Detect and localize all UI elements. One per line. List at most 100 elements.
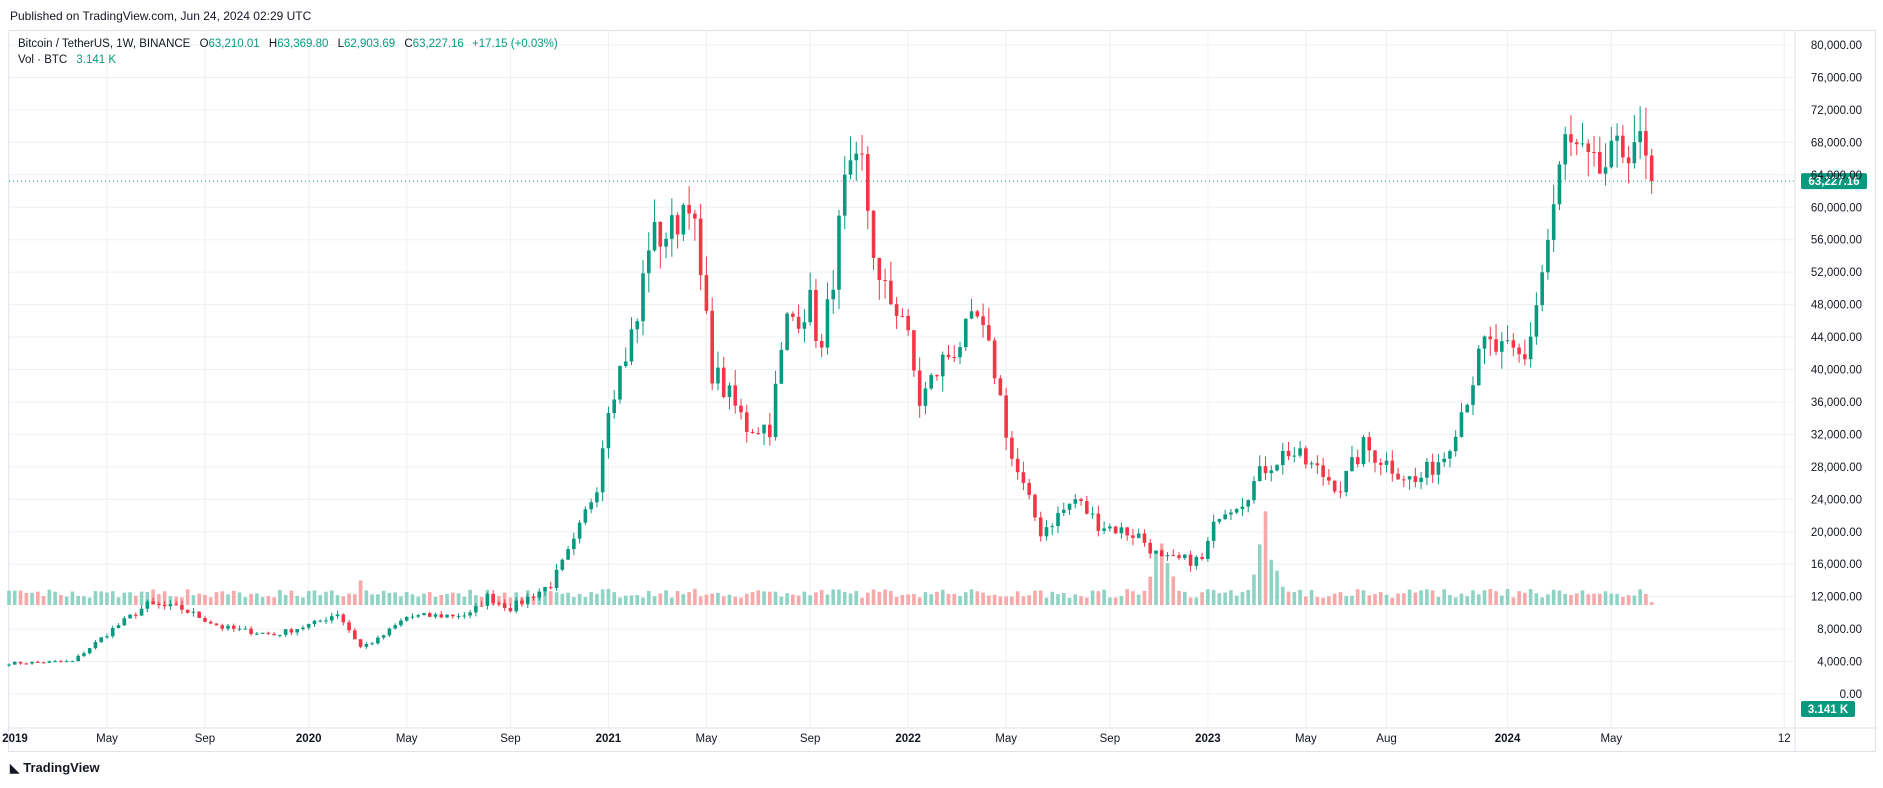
candle-body xyxy=(312,620,317,625)
volume-bar xyxy=(1505,589,1510,605)
candle-body xyxy=(1378,462,1383,465)
last-price-label: 63,227.16 xyxy=(1808,176,1859,188)
time-tick-label: May xyxy=(696,733,718,745)
volume-bar xyxy=(76,595,80,605)
candle-body xyxy=(992,340,997,379)
candle-body xyxy=(243,628,248,630)
candle-body xyxy=(670,215,674,239)
legend-low: 62,903.69 xyxy=(343,38,396,50)
time-tick-label: 2023 xyxy=(1195,733,1221,745)
candle-body xyxy=(1321,465,1325,477)
candle-body xyxy=(987,325,991,341)
volume-bar xyxy=(1015,591,1020,605)
candle-body xyxy=(514,600,519,612)
candle-body xyxy=(237,628,242,630)
candle-body xyxy=(1644,131,1648,156)
volume-bar xyxy=(439,595,444,605)
volume-bar xyxy=(675,591,680,605)
candle-body xyxy=(122,618,127,626)
candle-body xyxy=(1476,348,1481,386)
volume-bar xyxy=(410,594,415,605)
candle-body xyxy=(969,311,974,319)
volume-bar xyxy=(1580,590,1585,605)
candle-body xyxy=(768,424,772,438)
volume-bar xyxy=(1459,593,1464,605)
volume-bar xyxy=(716,592,720,605)
candle-body xyxy=(208,621,213,624)
candle-body xyxy=(589,502,593,510)
candle-body xyxy=(1488,336,1493,340)
time-tick-label: Sep xyxy=(500,733,520,745)
candle-body xyxy=(577,522,582,539)
volume-bar xyxy=(670,597,674,605)
candle-body xyxy=(554,569,559,589)
volume-bar xyxy=(1125,589,1129,605)
volume-bar xyxy=(145,591,150,605)
volume-bar xyxy=(641,597,645,605)
volume-bar xyxy=(116,597,121,605)
legend-volume-label[interactable]: Vol · BTC xyxy=(18,54,68,66)
candle-body xyxy=(1010,437,1014,459)
volume-bar xyxy=(1056,594,1060,605)
candle-body xyxy=(1355,457,1360,465)
candle-body xyxy=(1315,463,1320,466)
candle-body xyxy=(865,154,870,211)
volume-bar xyxy=(721,596,726,605)
candle-body xyxy=(93,642,98,649)
candle-body xyxy=(1027,482,1031,495)
candle-body xyxy=(1211,521,1216,541)
candle-body xyxy=(70,661,75,663)
volume-bar xyxy=(347,593,351,605)
volume-bar xyxy=(174,596,178,605)
last-volume-badge xyxy=(1801,701,1855,717)
tradingview-logo[interactable]: ◣ TradingView xyxy=(10,760,100,775)
volume-bar xyxy=(1425,589,1429,605)
candle-body xyxy=(912,330,916,371)
volume-bar xyxy=(203,594,207,605)
candle-body xyxy=(1407,476,1412,480)
volume-bar xyxy=(404,592,409,605)
candle-body xyxy=(842,174,847,216)
candle-body xyxy=(289,629,294,633)
candle-body xyxy=(1436,462,1441,475)
candle-body xyxy=(693,213,697,219)
candle-body xyxy=(1159,550,1164,557)
legend-o-label: O xyxy=(199,38,209,50)
volume-bar xyxy=(87,597,92,605)
candle-body xyxy=(1574,142,1579,145)
volume-bar xyxy=(635,595,640,605)
volume-bar xyxy=(1344,595,1348,605)
volume-bar xyxy=(802,591,807,605)
legend-c-label: C xyxy=(404,38,413,50)
volume-bar xyxy=(1263,511,1268,605)
candle-body xyxy=(1304,448,1308,465)
candle-body xyxy=(1494,339,1498,352)
volume-bar xyxy=(860,597,864,605)
volume-bar xyxy=(1183,591,1187,605)
legend-symbol[interactable]: Bitcoin / TetherUS, 1W, BINANCE xyxy=(18,38,191,50)
candle-body xyxy=(998,378,1003,396)
candle-body xyxy=(814,289,818,342)
volume-bar xyxy=(1252,574,1256,605)
volume-bar xyxy=(710,593,714,605)
volume-bar xyxy=(1436,596,1441,605)
volume-bar xyxy=(324,591,328,605)
candle-body xyxy=(595,492,599,503)
candle-body xyxy=(641,273,645,322)
volume-bar xyxy=(698,596,703,605)
candle-body xyxy=(1500,341,1504,352)
candle-body xyxy=(681,205,686,235)
candle-body xyxy=(808,289,812,323)
price-tick-label: 8,000.00 xyxy=(1817,624,1862,636)
volume-bar xyxy=(1586,594,1591,605)
candle-body xyxy=(543,586,547,592)
time-tick-label: 2022 xyxy=(895,733,921,745)
candle-body xyxy=(399,620,403,626)
volume-bar xyxy=(122,592,127,605)
candle-body xyxy=(1085,501,1089,514)
candle-body xyxy=(802,322,807,329)
volume-bar xyxy=(750,592,755,605)
price-tick-label: 32,000.00 xyxy=(1811,429,1862,441)
candle-body xyxy=(1367,437,1372,451)
